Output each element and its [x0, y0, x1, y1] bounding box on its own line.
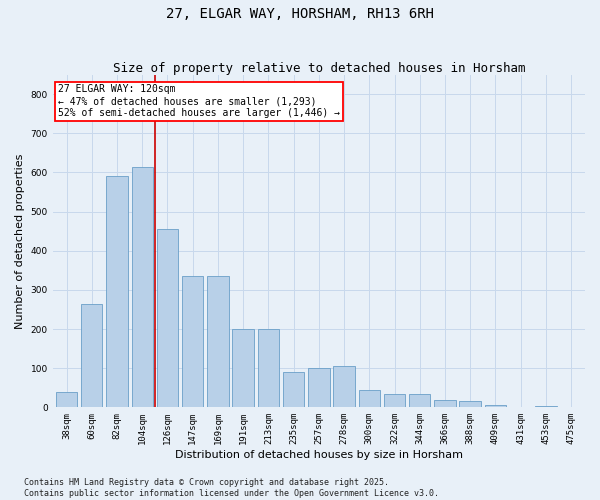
X-axis label: Distribution of detached houses by size in Horsham: Distribution of detached houses by size … — [175, 450, 463, 460]
Bar — [81, 304, 103, 408]
Bar — [207, 276, 229, 407]
Bar — [232, 329, 254, 407]
Text: Contains HM Land Registry data © Crown copyright and database right 2025.
Contai: Contains HM Land Registry data © Crown c… — [24, 478, 439, 498]
Bar — [308, 368, 329, 408]
Bar — [409, 394, 430, 407]
Y-axis label: Number of detached properties: Number of detached properties — [15, 153, 25, 328]
Bar — [56, 392, 77, 407]
Bar — [283, 372, 304, 408]
Bar — [157, 229, 178, 408]
Bar — [434, 400, 456, 407]
Bar — [334, 366, 355, 408]
Bar — [257, 329, 279, 407]
Text: 27 ELGAR WAY: 120sqm
← 47% of detached houses are smaller (1,293)
52% of semi-de: 27 ELGAR WAY: 120sqm ← 47% of detached h… — [58, 84, 340, 117]
Text: 27, ELGAR WAY, HORSHAM, RH13 6RH: 27, ELGAR WAY, HORSHAM, RH13 6RH — [166, 8, 434, 22]
Bar — [182, 276, 203, 407]
Title: Size of property relative to detached houses in Horsham: Size of property relative to detached ho… — [113, 62, 525, 74]
Bar — [510, 406, 532, 408]
Bar — [460, 402, 481, 407]
Bar — [485, 406, 506, 407]
Bar — [131, 166, 153, 408]
Bar — [535, 406, 557, 407]
Bar — [560, 406, 582, 408]
Bar — [359, 390, 380, 407]
Bar — [384, 394, 405, 407]
Bar — [106, 176, 128, 408]
